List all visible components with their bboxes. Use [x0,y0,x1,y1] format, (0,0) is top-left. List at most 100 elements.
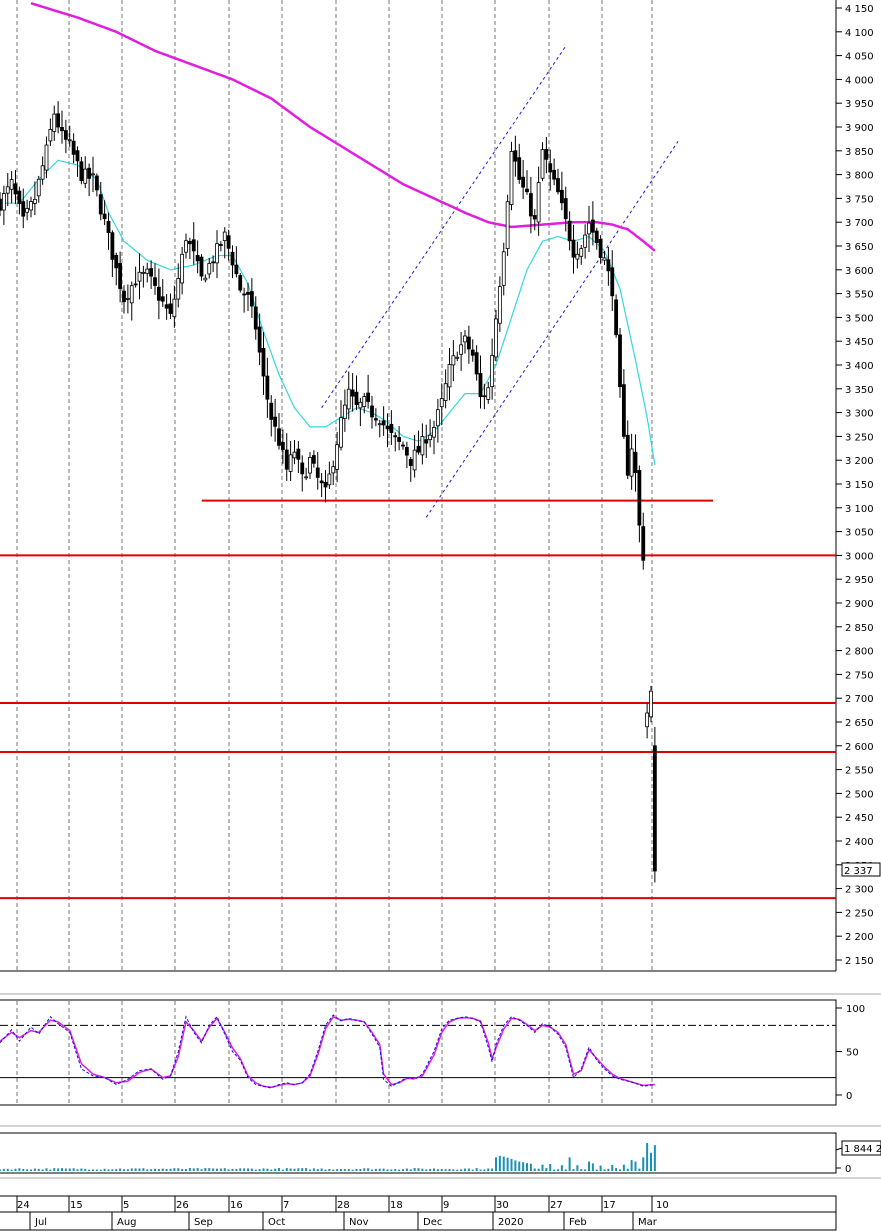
candle-body-down [370,405,374,418]
candle-body-down [350,389,355,397]
candle-body-down [652,745,657,872]
candle-body-up [1,193,6,211]
candle-body-down [315,467,320,478]
volume-bar [150,1169,153,1171]
volume-bar [324,1169,327,1171]
slow-moving-average [30,2,656,252]
candle-body-down [610,267,615,297]
volume-bar [130,1168,133,1171]
candle-body-up [428,434,433,441]
price-tick-label: 3 000 [845,551,874,562]
candle-body-down [590,219,595,233]
candle-body-down [273,416,278,427]
price-tick-label: 2 200 [845,932,874,943]
candle-body-down [614,299,619,336]
candle-body-down [195,255,200,262]
candle-body-up [447,364,452,388]
price-tick-label: 3 400 [845,361,874,372]
volume-bar [433,1168,435,1171]
candle-body-down [110,232,115,260]
volume-bar [2,1168,5,1171]
candle-body-down [98,194,103,215]
candle-body-up [501,251,506,286]
candle-body-up [203,277,208,281]
candle-body-down [548,163,553,173]
volume-bar [440,1168,443,1171]
candle-body-down [470,349,475,356]
volume-bar [464,1168,466,1171]
volume-bar [390,1169,393,1171]
month-label: Feb [569,1217,587,1228]
date-label: 15 [70,1200,83,1211]
candle-body-down [265,375,270,400]
price-tick-label: 2 600 [845,742,874,753]
candle-body-down [133,283,138,286]
candle-body-down [416,445,421,453]
price-tick-label: 4 050 [845,52,874,63]
volume-bar [57,1168,60,1171]
candle-body-up [125,298,130,300]
candle-body-down [466,336,471,350]
volume-bar [591,1163,594,1171]
volume-bar [580,1169,583,1171]
candle-body-up [222,231,227,241]
volume-bar [572,1169,575,1171]
volume-bar [518,1161,521,1171]
volume-bar [115,1169,118,1171]
stochastic-panel-frame [0,999,837,1106]
volume-bar [363,1168,366,1171]
volume-bar [382,1168,385,1171]
date-label: 7 [283,1200,289,1211]
volume-bar [409,1169,412,1171]
volume-bar [6,1168,9,1171]
volume-bar [247,1168,249,1171]
candle-body-down [56,113,61,128]
candle-body-up [180,253,185,284]
month-label: Dec [423,1217,442,1228]
candle-body-down [567,220,572,242]
volume-bar [398,1169,401,1171]
volume-bar [138,1168,141,1171]
candle-body-up [455,356,460,359]
volume-bar [278,1168,280,1171]
candle-body-down [594,230,599,244]
candle-body-down [218,244,223,246]
candle-body-down [389,423,394,433]
candle-body-down [300,462,305,475]
volume-zero-label: 0 [845,1164,851,1175]
volume-bar [231,1168,234,1171]
price-tick-label: 3 950 [845,99,874,110]
candle-body-down [625,434,630,476]
candle-body-up [207,263,212,275]
candle-body-down [517,157,522,180]
candle-body-up [141,271,146,274]
volume-bar [603,1169,606,1171]
candle-body-down [296,448,301,460]
date-label: 30 [496,1200,509,1211]
volume-bar [30,1169,32,1171]
price-tick-label: 3 550 [845,290,874,301]
volume-bar [107,1169,110,1171]
candle-body-up [432,427,436,438]
trend-channel-line [321,45,567,409]
volume-bar [208,1168,211,1171]
volume-bar [223,1168,226,1171]
volume-bar [10,1169,13,1171]
volume-bar [37,1168,40,1171]
volume-bar [506,1157,509,1171]
candle-body-up [490,355,495,387]
volume-bar [18,1168,21,1171]
date-axis: 24 15 5 26 16 7 28 18 9 30 27 17 10 Jul Aug Sep Oct Nov De… [16,1196,669,1230]
candle-body-up [494,318,498,358]
candle-body-down [637,470,642,526]
candle-body-down [102,213,107,220]
candle-body-up [358,401,363,409]
price-tick-label: 2 300 [845,885,874,896]
date-label: 24 [17,1200,30,1211]
volume-bar [258,1169,261,1171]
price-tick-label: 3 900 [845,123,874,134]
candle-body-down [269,402,274,420]
volume-bar [177,1168,180,1171]
candle-body-down [226,235,231,249]
